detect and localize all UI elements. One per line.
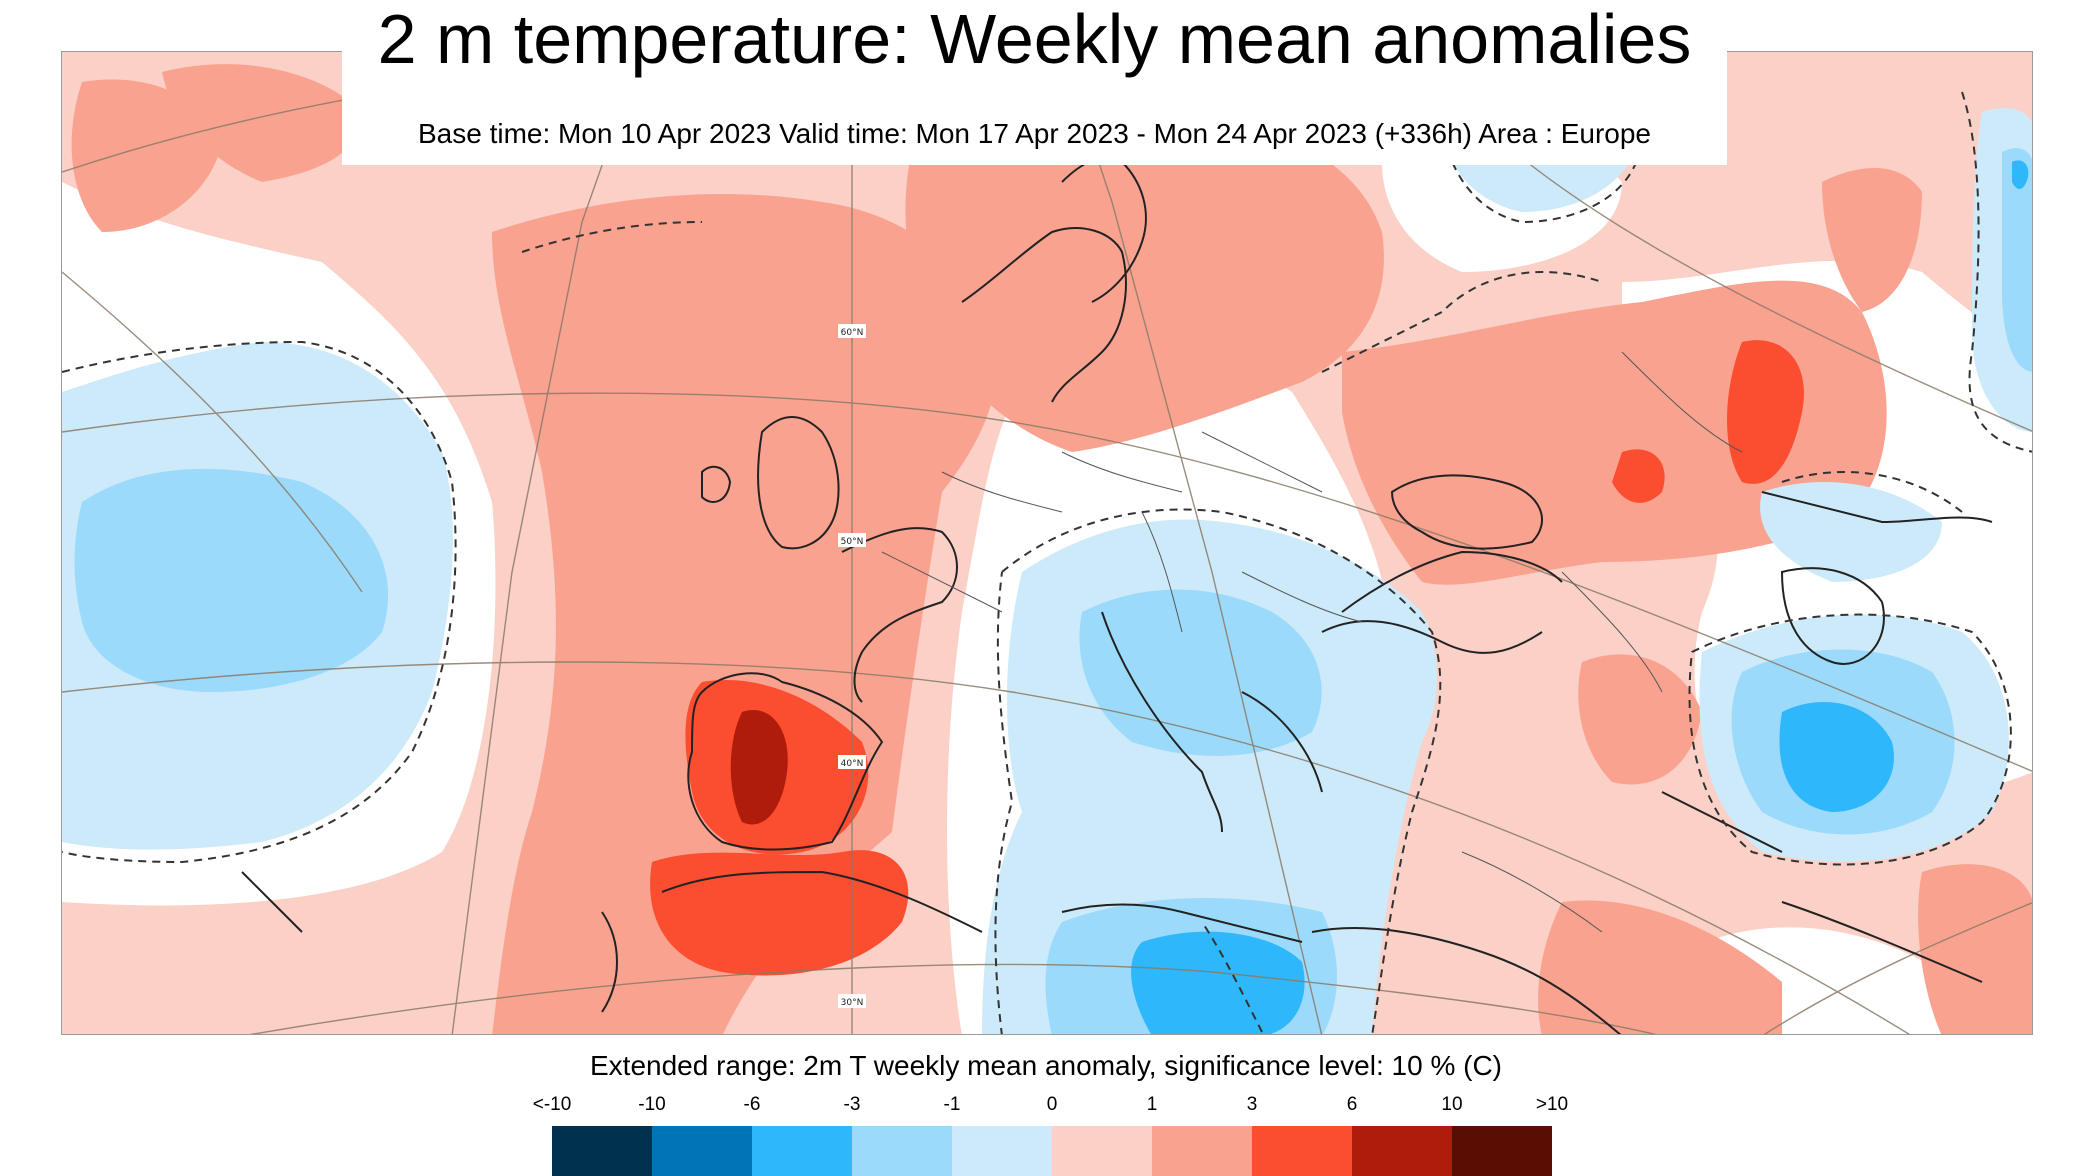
latitude-label-60: 60°N <box>841 328 864 338</box>
legend-swatch-3 <box>852 1126 952 1176</box>
legend-tick-label: -1 <box>943 1094 961 1115</box>
legend-swatch-0 <box>552 1126 652 1176</box>
page-subtitle: Base time: Mon 10 Apr 2023 Valid time: M… <box>417 118 1651 149</box>
legend-tick-label: -6 <box>743 1094 761 1115</box>
latitude-label-30: 30°N <box>841 998 864 1008</box>
legend-title: Extended range: 2m T weekly mean anomaly… <box>589 1050 1502 1081</box>
significance-contours <box>62 91 2032 1034</box>
legend-tick-label: 10 <box>1441 1094 1463 1115</box>
legend-tick-label: 6 <box>1346 1094 1358 1115</box>
latitude-label-50: 50°N <box>841 537 864 547</box>
legend-swatch-2 <box>752 1126 852 1176</box>
legend-tick-label: 1 <box>1146 1094 1158 1115</box>
cold-anomaly-3-6 <box>1131 160 2029 1034</box>
anomaly-map: 60°N 50°N 40°N 30°N <box>61 51 2033 1035</box>
anomaly-map-graphic: 60°N 50°N 40°N 30°N <box>62 52 2032 1034</box>
legend-swatch-9 <box>1452 1126 1552 1176</box>
legend-swatch-5 <box>1052 1126 1152 1176</box>
page-title: 2 m temperature: Weekly mean anomalies <box>377 0 1692 78</box>
legend-tick-labels: <-10 -10 -6 -3 -1 0 1 3 6 10 >10 <box>0 1094 2092 1118</box>
warm-anomaly-6-10 <box>730 710 788 825</box>
latitude-labels: 60°N 50°N 40°N 30°N <box>838 324 866 1008</box>
legend-swatch-4 <box>952 1126 1052 1176</box>
latitude-label-40: 40°N <box>841 759 864 769</box>
legend-tick-label: 3 <box>1246 1094 1258 1115</box>
legend-swatch-7 <box>1252 1126 1352 1176</box>
legend-swatch-6 <box>1152 1126 1252 1176</box>
legend-tick-label: -10 <box>638 1094 666 1115</box>
legend-color-bar <box>552 1126 1552 1176</box>
legend-tick-label: <-10 <box>532 1094 572 1115</box>
legend-tick-label: 0 <box>1046 1094 1058 1115</box>
country-borders <box>881 351 1743 933</box>
legend-swatch-8 <box>1352 1126 1452 1176</box>
legend-tick-label: >10 <box>1535 1094 1569 1115</box>
legend-tick-label: -3 <box>843 1094 861 1115</box>
coastlines <box>241 157 1993 1034</box>
legend-swatch-1 <box>652 1126 752 1176</box>
title-box: 2 m temperature: Weekly mean anomalies B… <box>342 0 1727 165</box>
